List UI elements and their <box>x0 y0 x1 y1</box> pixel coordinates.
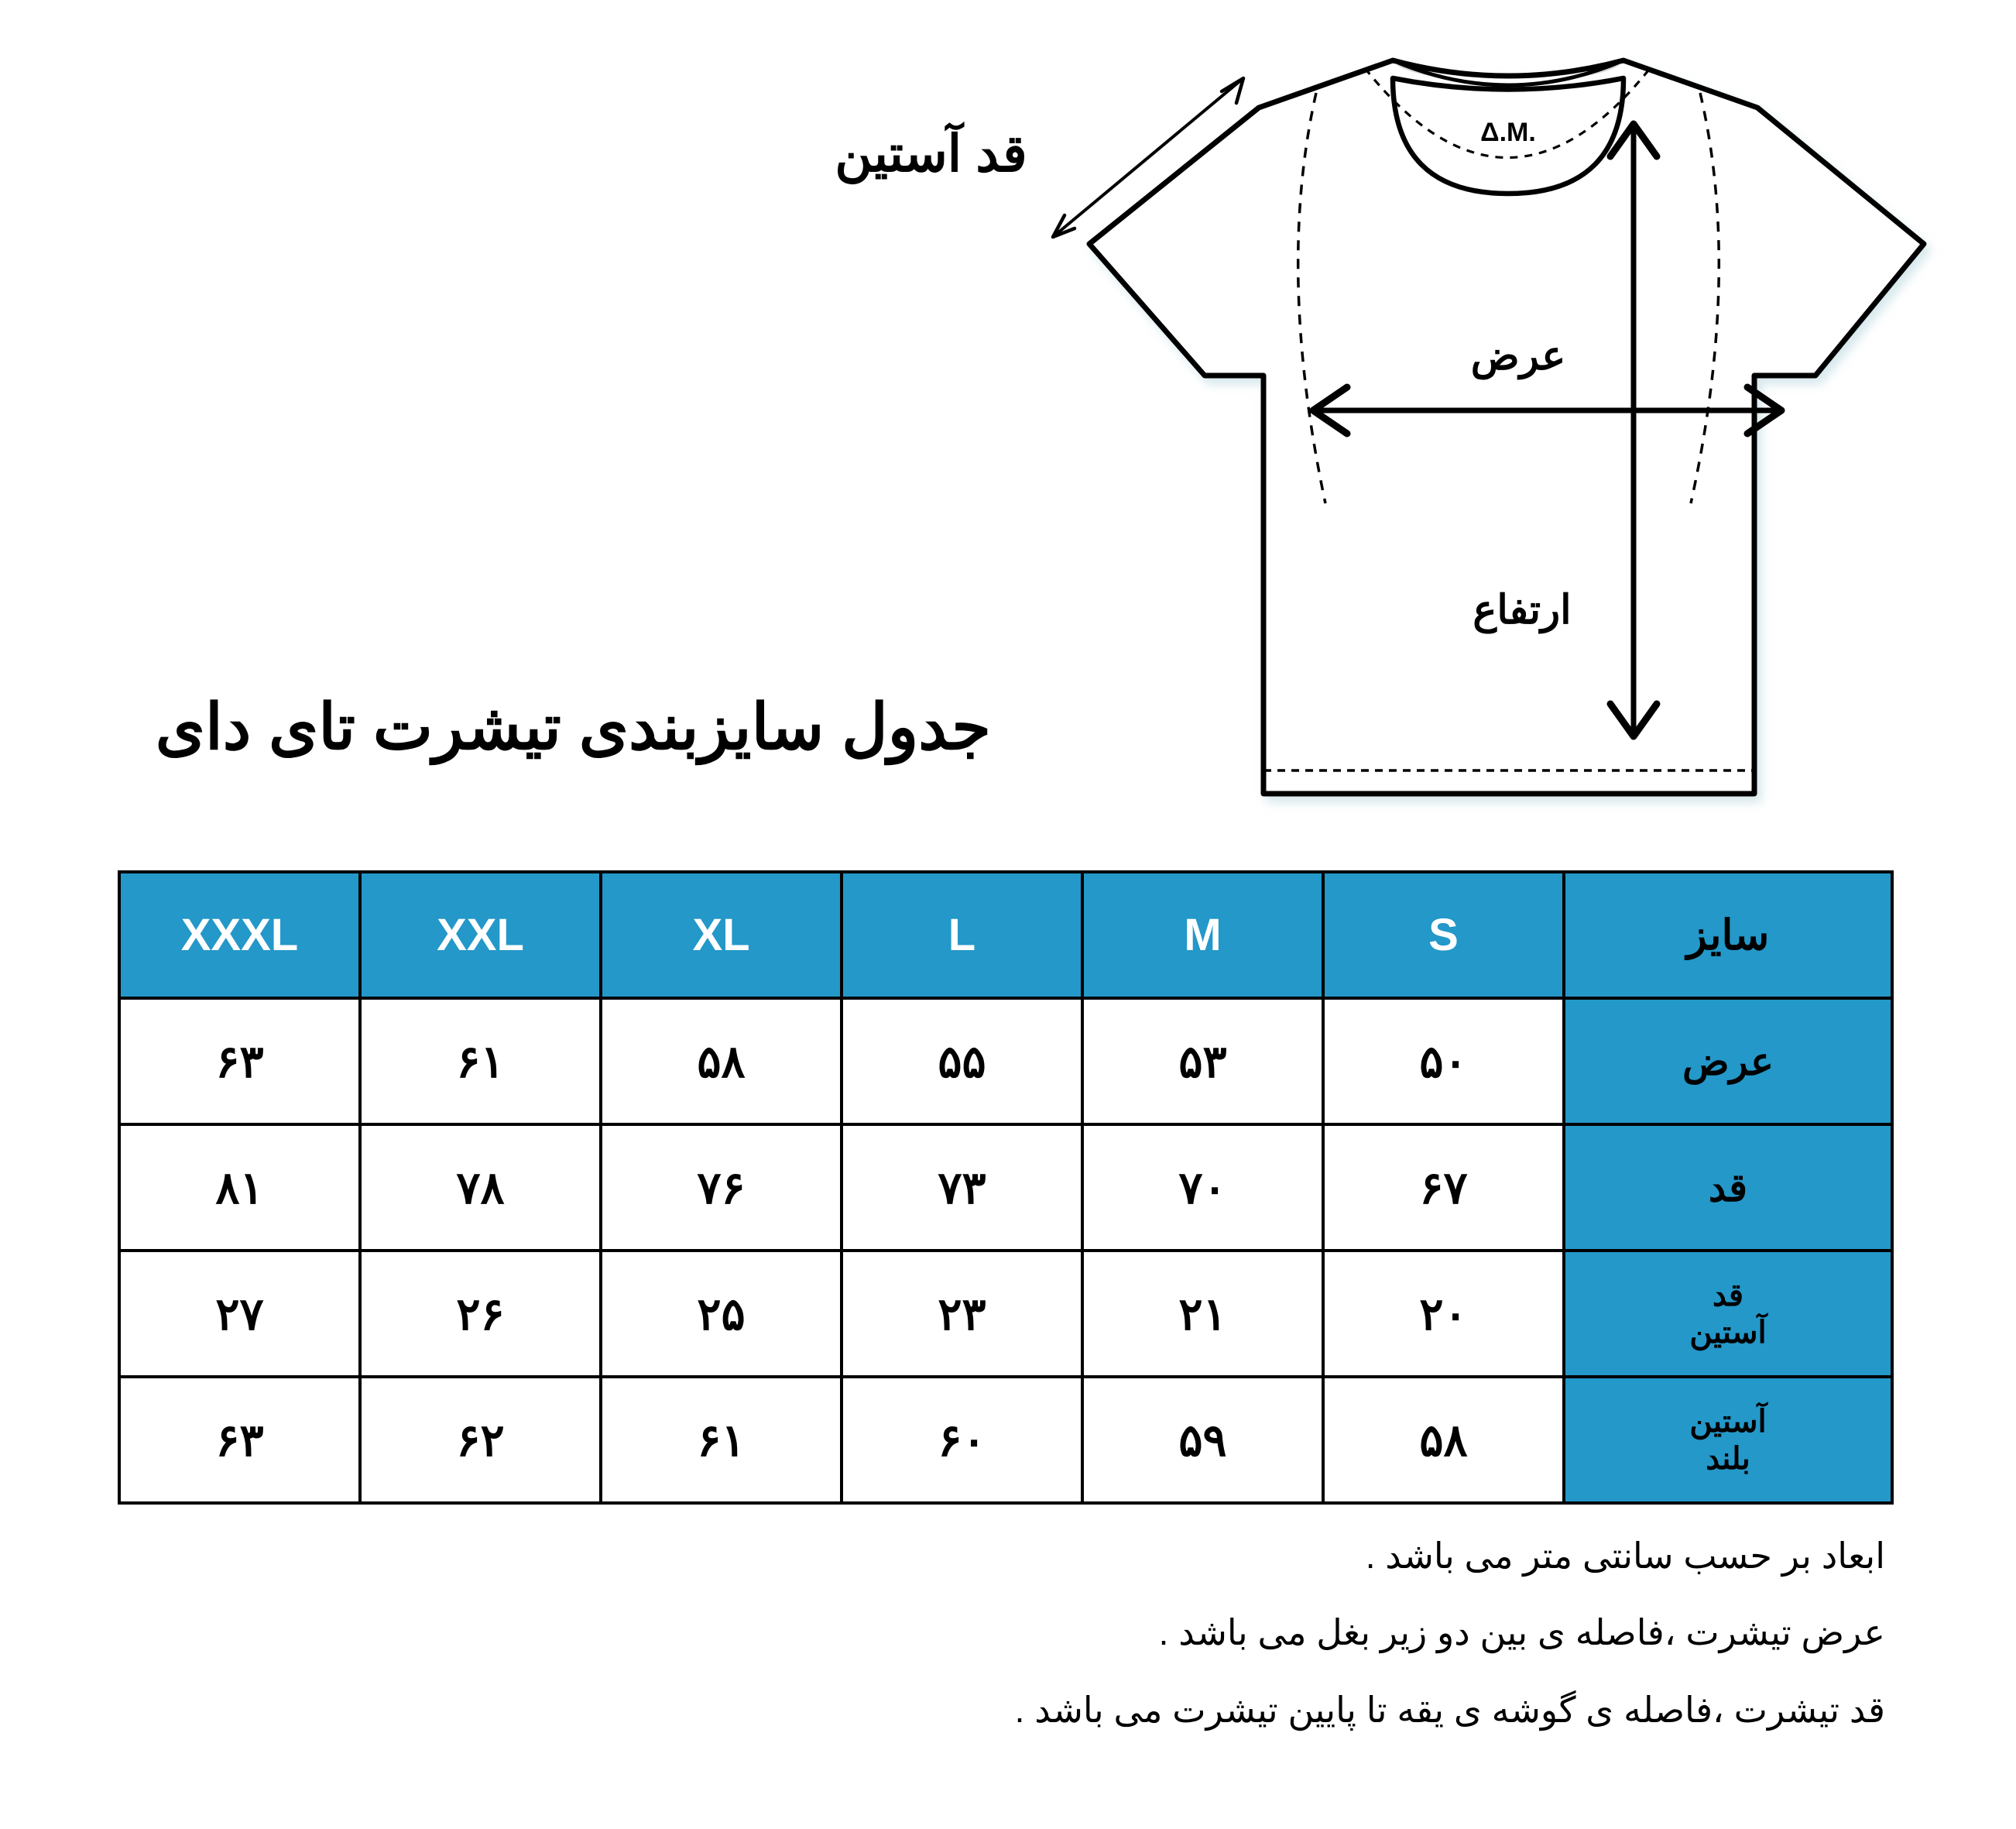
svg-text:Δ.M.: Δ.M. <box>1480 118 1536 147</box>
svg-text:عرض: عرض <box>1471 334 1566 380</box>
svg-text:ارتفاع: ارتفاع <box>1473 588 1571 634</box>
